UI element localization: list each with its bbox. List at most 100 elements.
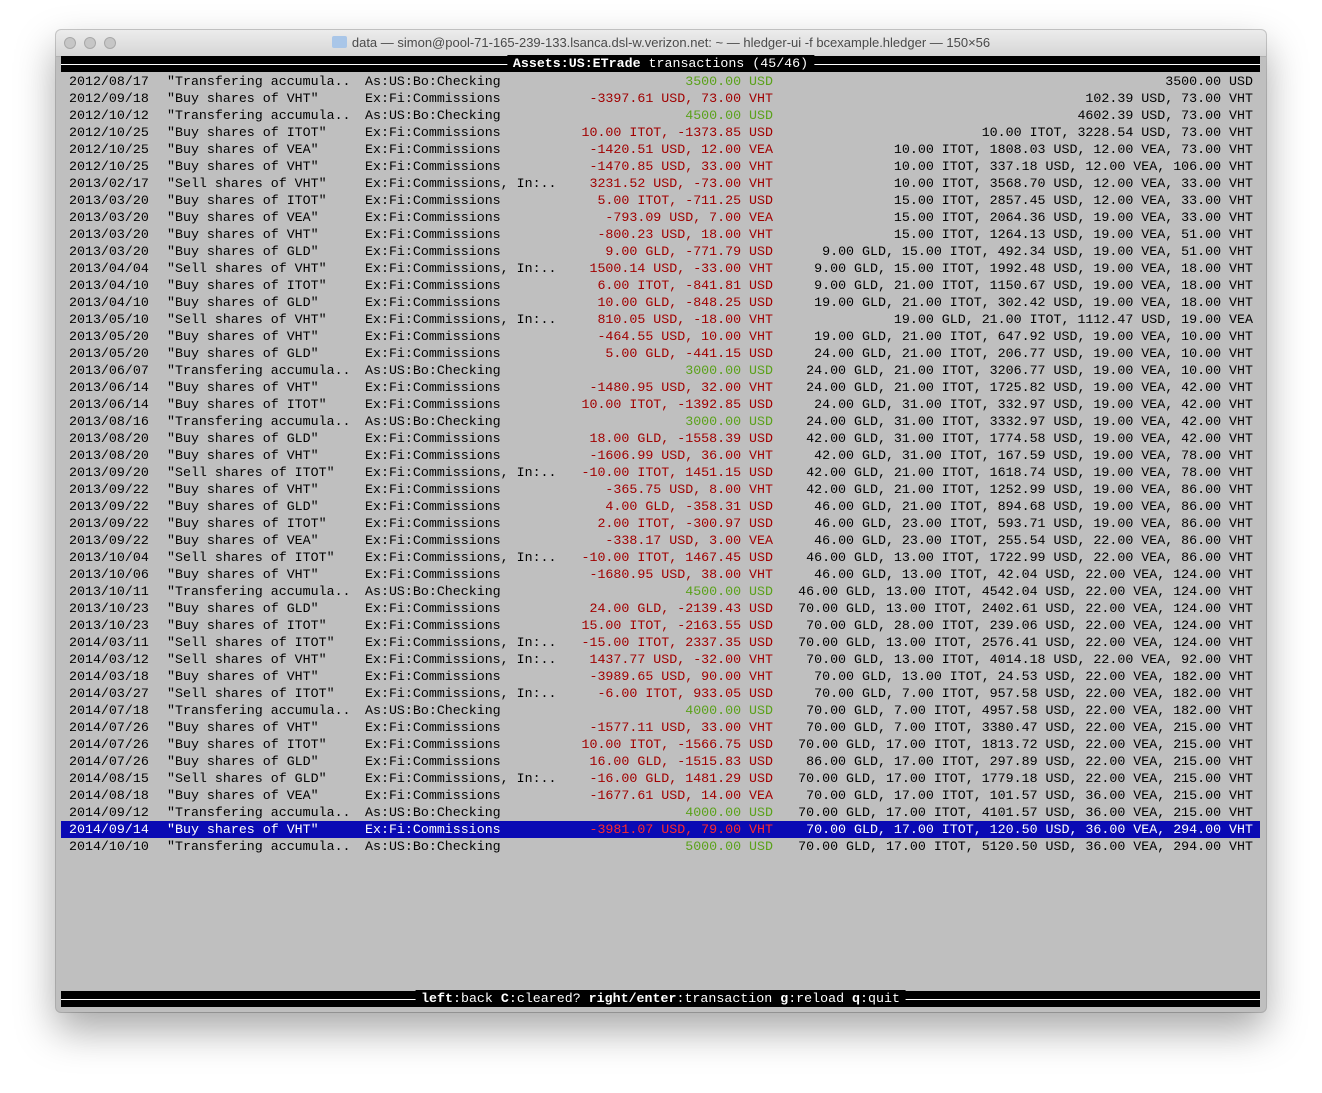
- hledger-ui-screen[interactable]: Assets:US:ETrade transactions (45/46) 20…: [61, 55, 1260, 1012]
- other-accounts-cell: Ex:Fi:Commissions: [365, 329, 501, 344]
- help-item-cleared: C:cleared?: [501, 991, 581, 1006]
- separator: :: [860, 991, 869, 1006]
- transaction-row[interactable]: 2013/09/22 "Buy shares of GLD" Ex:Fi:Commi…: [61, 498, 1260, 515]
- zoom-button[interactable]: [104, 37, 116, 49]
- transaction-row[interactable]: 2014/03/11 "Sell shares of ITOT" Ex:Fi:Com…: [61, 634, 1260, 651]
- other-accounts-cell: Ex:Fi:Commissions: [365, 754, 501, 769]
- balance-cell: 70.00 GLD, 13.00 ITOT, 24.53 USD, 22.00 …: [814, 669, 1253, 684]
- transaction-row[interactable]: 2014/08/18 "Buy shares of VEA" Ex:Fi:Commi…: [61, 787, 1260, 804]
- transaction-row[interactable]: 2013/06/07 "Transfering accumula.. As:US:B…: [61, 362, 1260, 379]
- transaction-row[interactable]: 2014/08/15 "Sell shares of GLD" Ex:Fi:Comm…: [61, 770, 1260, 787]
- balance-cell: 9.00 GLD, 15.00 ITOT, 492.34 USD, 19.00 …: [822, 244, 1253, 259]
- minimize-button[interactable]: [84, 37, 96, 49]
- other-accounts-cell: Ex:Fi:Commissions: [365, 193, 501, 208]
- transaction-row[interactable]: 2014/07/18 "Transfering accumula.. As:US:B…: [61, 702, 1260, 719]
- date-cell: 2013/10/11: [69, 584, 149, 599]
- transaction-row[interactable]: 2014/03/27 "Sell shares of ITOT" Ex:Fi:Com…: [61, 685, 1260, 702]
- separator: :: [508, 991, 517, 1006]
- description-cell: "Buy shares of ITOT": [167, 278, 327, 293]
- transaction-row[interactable]: 2013/09/22 "Buy shares of ITOT" Ex:Fi:Comm…: [61, 515, 1260, 532]
- transaction-row[interactable]: 2013/03/20 "Buy shares of ITOT" Ex:Fi:Comm…: [61, 192, 1260, 209]
- transaction-row[interactable]: 2012/10/25 "Buy shares of VHT" Ex:Fi:Commi…: [61, 158, 1260, 175]
- description-cell: "Transfering accumula..: [167, 108, 351, 123]
- date-cell: 2013/09/22: [69, 499, 149, 514]
- close-button[interactable]: [64, 37, 76, 49]
- description-cell: "Buy shares of VHT": [167, 448, 319, 463]
- date-cell: 2013/09/22: [69, 482, 149, 497]
- transaction-row[interactable]: 2013/06/14 "Buy shares of ITOT" Ex:Fi:Comm…: [61, 396, 1260, 413]
- description-cell: "Buy shares of ITOT": [167, 397, 327, 412]
- transaction-row[interactable]: 2014/07/26 "Buy shares of ITOT" Ex:Fi:Comm…: [61, 736, 1260, 753]
- transaction-row[interactable]: 2014/03/12 "Sell shares of VHT" Ex:Fi:Comm…: [61, 651, 1260, 668]
- transaction-row[interactable]: 2013/03/20 "Buy shares of VHT" Ex:Fi:Commi…: [61, 226, 1260, 243]
- transaction-row[interactable]: 2013/03/20 "Buy shares of GLD" Ex:Fi:Commi…: [61, 243, 1260, 260]
- help-item-back: left:back: [421, 991, 493, 1006]
- transaction-row[interactable]: 2013/02/17 "Sell shares of VHT" Ex:Fi:Comm…: [61, 175, 1260, 192]
- transaction-row[interactable]: 2013/09/22 "Buy shares of VEA" Ex:Fi:Commi…: [61, 532, 1260, 549]
- transaction-row[interactable]: 2013/04/10 "Buy shares of GLD" Ex:Fi:Commi…: [61, 294, 1260, 311]
- transaction-row[interactable]: 2012/10/12 "Transfering accumula.. As:US:B…: [61, 107, 1260, 124]
- other-accounts-cell: Ex:Fi:Commissions: [365, 533, 501, 548]
- balance-cell: 46.00 GLD, 13.00 ITOT, 4542.04 USD, 22.0…: [798, 584, 1253, 599]
- transaction-row[interactable]: 2013/04/10 "Buy shares of ITOT" Ex:Fi:Comm…: [61, 277, 1260, 294]
- transaction-row[interactable]: 2013/09/20 "Sell shares of ITOT" Ex:Fi:Com…: [61, 464, 1260, 481]
- transaction-row[interactable]: 2014/09/12 "Transfering accumula.. As:US:B…: [61, 804, 1260, 821]
- transaction-row[interactable]: 2013/04/04 "Sell shares of VHT" Ex:Fi:Comm…: [61, 260, 1260, 277]
- amount-cell: -793.09 USD, 7.00 VEA: [605, 210, 773, 225]
- description-cell: "Transfering accumula..: [167, 703, 351, 718]
- balance-cell: 70.00 GLD, 13.00 ITOT, 4014.18 USD, 22.0…: [806, 652, 1253, 667]
- balance-cell: 15.00 ITOT, 2857.45 USD, 12.00 VEA, 33.0…: [893, 193, 1253, 208]
- transaction-row[interactable]: 2013/08/20 "Buy shares of VHT" Ex:Fi:Commi…: [61, 447, 1260, 464]
- balance-cell: 24.00 GLD, 21.00 ITOT, 206.77 USD, 19.00…: [814, 346, 1253, 361]
- amount-cell: -365.75 USD, 8.00 VHT: [605, 482, 773, 497]
- amount-cell: 10.00 ITOT, -1373.85 USD: [581, 125, 773, 140]
- transaction-row[interactable]: 2013/08/20 "Buy shares of GLD" Ex:Fi:Commi…: [61, 430, 1260, 447]
- transaction-row[interactable]: 2013/06/14 "Buy shares of VHT" Ex:Fi:Commi…: [61, 379, 1260, 396]
- transaction-row[interactable]: 2014/07/26 "Buy shares of VHT" Ex:Fi:Commi…: [61, 719, 1260, 736]
- transaction-row[interactable]: 2014/03/18 "Buy shares of VHT" Ex:Fi:Commi…: [61, 668, 1260, 685]
- help-key: g: [780, 991, 789, 1006]
- amount-cell: -800.23 USD, 18.00 VHT: [597, 227, 773, 242]
- transaction-row[interactable]: 2012/08/17 "Transfering accumula.. As:US:B…: [61, 73, 1260, 90]
- transaction-list[interactable]: 2012/08/17 "Transfering accumula.. As:US:B…: [61, 73, 1260, 855]
- transaction-row[interactable]: 2013/10/23 "Buy shares of ITOT" Ex:Fi:Comm…: [61, 617, 1260, 634]
- date-cell: 2013/09/22: [69, 533, 149, 548]
- description-cell: "Buy shares of GLD": [167, 431, 319, 446]
- description-cell: "Buy shares of VHT": [167, 669, 319, 684]
- amount-cell: 4.00 GLD, -358.31 USD: [605, 499, 773, 514]
- description-cell: "Transfering accumula..: [167, 584, 351, 599]
- balance-cell: 19.00 GLD, 21.00 ITOT, 1112.47 USD, 19.0…: [893, 312, 1253, 327]
- amount-cell: -3981.07 USD, 79.00 VHT: [589, 822, 773, 837]
- amount-cell: -10.00 ITOT, 1451.15 USD: [581, 465, 773, 480]
- transaction-row[interactable]: 2014/10/10 "Transfering accumula.. As:US:B…: [61, 838, 1260, 855]
- transaction-row[interactable]: 2013/05/20 "Buy shares of GLD" Ex:Fi:Commi…: [61, 345, 1260, 362]
- transaction-row[interactable]: 2013/08/16 "Transfering accumula.. As:US:B…: [61, 413, 1260, 430]
- transaction-row[interactable]: 2012/09/18 "Buy shares of VHT" Ex:Fi:Commi…: [61, 90, 1260, 107]
- transaction-row[interactable]: 2013/05/20 "Buy shares of VHT" Ex:Fi:Commi…: [61, 328, 1260, 345]
- help-key: right/enter: [588, 991, 677, 1006]
- transaction-row[interactable]: 2012/10/25 "Buy shares of ITOT" Ex:Fi:Comm…: [61, 124, 1260, 141]
- transaction-row[interactable]: 2013/10/04 "Sell shares of ITOT" Ex:Fi:Com…: [61, 549, 1260, 566]
- transaction-row[interactable]: 2013/09/22 "Buy shares of VHT" Ex:Fi:Commi…: [61, 481, 1260, 498]
- amount-cell: 5.00 GLD, -441.15 USD: [605, 346, 773, 361]
- transaction-row[interactable]: 2014/07/26 "Buy shares of GLD" Ex:Fi:Commi…: [61, 753, 1260, 770]
- date-cell: 2013/10/06: [69, 567, 149, 582]
- description-cell: "Buy shares of VEA": [167, 142, 319, 157]
- transaction-row-selected[interactable]: 2014/09/14 "Buy shares of VHT" Ex:Fi:Commi…: [61, 821, 1260, 838]
- other-accounts-cell: Ex:Fi:Commissions: [365, 125, 501, 140]
- date-cell: 2012/08/17: [69, 74, 149, 89]
- transaction-row[interactable]: 2012/10/25 "Buy shares of VEA" Ex:Fi:Commi…: [61, 141, 1260, 158]
- description-cell: "Sell shares of ITOT": [167, 686, 335, 701]
- description-cell: "Transfering accumula..: [167, 74, 351, 89]
- amount-cell: 1500.14 USD, -33.00 VHT: [589, 261, 773, 276]
- other-accounts-cell: Ex:Fi:Commissions, In:..: [365, 176, 557, 191]
- other-accounts-cell: Ex:Fi:Commissions: [365, 618, 501, 633]
- transaction-row[interactable]: 2013/10/06 "Buy shares of VHT" Ex:Fi:Commi…: [61, 566, 1260, 583]
- date-cell: 2013/05/20: [69, 346, 149, 361]
- transaction-row[interactable]: 2013/10/11 "Transfering accumula.. As:US:B…: [61, 583, 1260, 600]
- description-cell: "Buy shares of VHT": [167, 91, 319, 106]
- amount-cell: 10.00 GLD, -848.25 USD: [597, 295, 773, 310]
- transaction-row[interactable]: 2013/10/23 "Buy shares of GLD" Ex:Fi:Commi…: [61, 600, 1260, 617]
- transaction-row[interactable]: 2013/03/20 "Buy shares of VEA" Ex:Fi:Commi…: [61, 209, 1260, 226]
- transaction-row[interactable]: 2013/05/10 "Sell shares of VHT" Ex:Fi:Comm…: [61, 311, 1260, 328]
